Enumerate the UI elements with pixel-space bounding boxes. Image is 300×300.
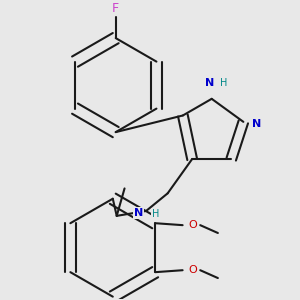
Text: N: N [253, 119, 262, 129]
Text: N: N [134, 208, 143, 218]
Text: F: F [112, 2, 119, 15]
Text: N: N [205, 78, 214, 88]
Text: H: H [220, 78, 227, 88]
Text: O: O [188, 220, 197, 230]
Text: O: O [188, 265, 197, 275]
Text: H: H [152, 209, 160, 219]
